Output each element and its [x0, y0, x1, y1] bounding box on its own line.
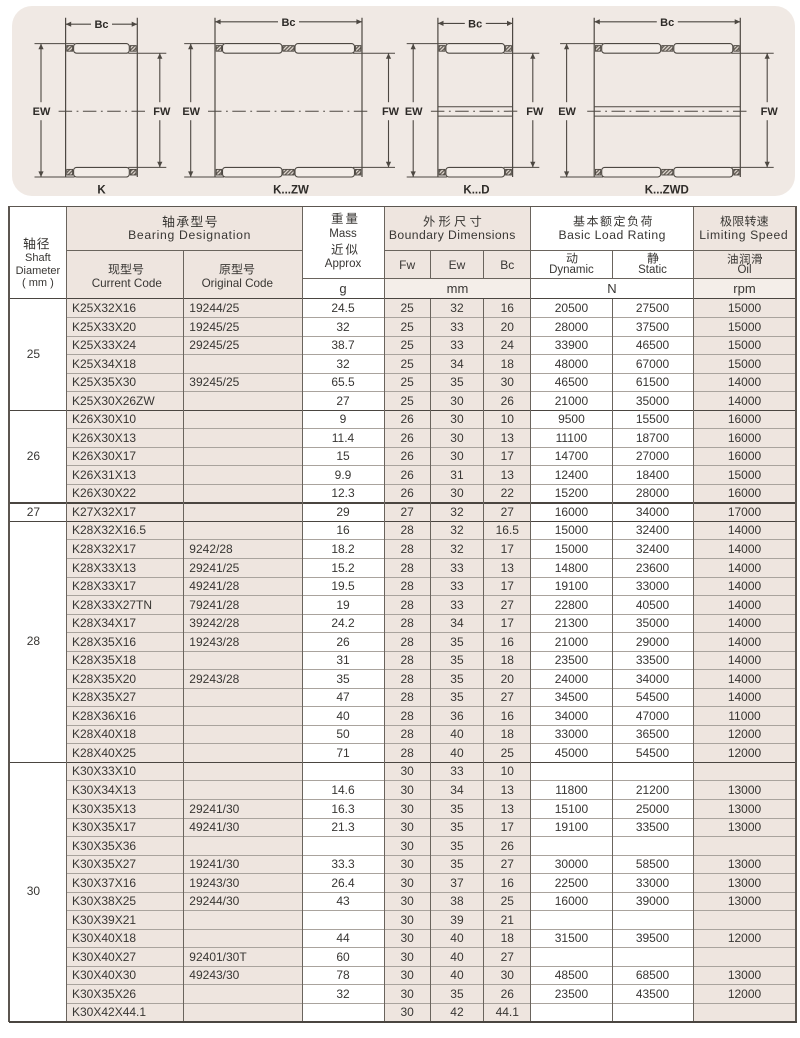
svg-text:K: K — [97, 185, 106, 197]
svg-text:K...ZWD: K...ZWD — [645, 185, 689, 197]
svg-text:EW: EW — [182, 106, 200, 118]
svg-text:FW: FW — [382, 106, 400, 118]
svg-text:EW: EW — [405, 106, 423, 118]
svg-text:Bc: Bc — [660, 17, 674, 29]
svg-text:FW: FW — [761, 106, 779, 118]
svg-text:EW: EW — [558, 106, 576, 118]
svg-text:FW: FW — [153, 106, 171, 118]
svg-text:EW: EW — [33, 106, 51, 118]
svg-text:K...D: K...D — [463, 185, 489, 197]
svg-text:Bc: Bc — [468, 18, 482, 30]
svg-text:Bc: Bc — [281, 17, 295, 29]
svg-text:FW: FW — [526, 106, 544, 118]
svg-text:K...ZW: K...ZW — [273, 185, 309, 197]
svg-text:Bc: Bc — [94, 19, 108, 31]
